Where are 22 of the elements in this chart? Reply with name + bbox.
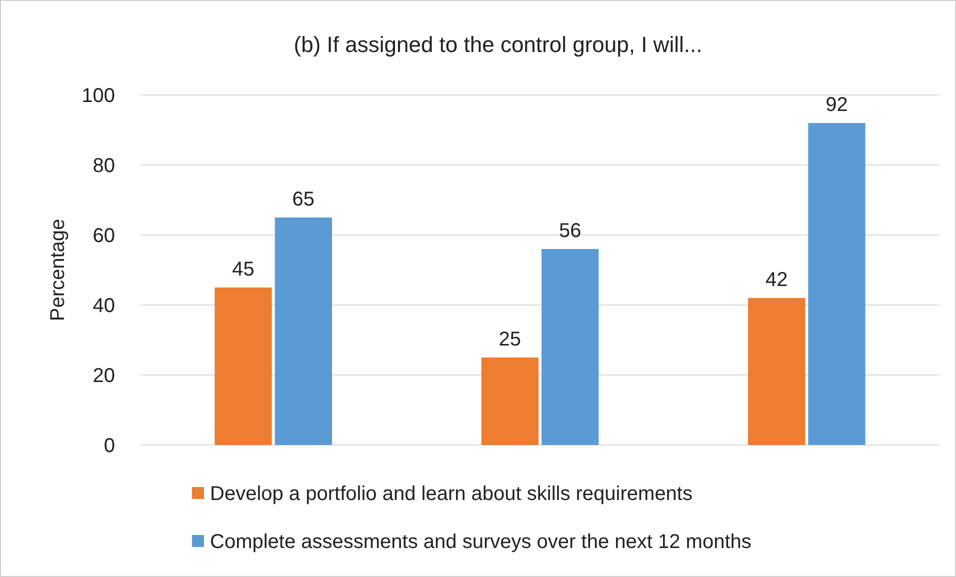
bar <box>542 249 599 445</box>
legend-label: Complete assessments and surveys over the next 12 months <box>210 531 752 553</box>
bar <box>214 288 272 445</box>
bar <box>748 298 806 445</box>
y-tick-label: 80 <box>92 155 115 177</box>
chart-title: (b) If assigned to the control group, I will... <box>294 32 702 57</box>
data-label: 25 <box>498 328 522 350</box>
y-tick-label: 0 <box>104 435 115 457</box>
data-label: 92 <box>826 94 848 116</box>
bar <box>808 123 866 445</box>
legend-label: Develop a portfolio and learn about skills requirements <box>210 483 692 505</box>
y-tick-label: 40 <box>92 295 115 317</box>
y-axis-title: Percentage <box>47 218 69 322</box>
data-label: 42 <box>765 269 788 291</box>
bar <box>274 218 332 445</box>
y-tick-label: 100 <box>82 85 115 107</box>
bar <box>481 358 538 445</box>
y-tick-label: 20 <box>92 365 115 387</box>
data-label: 56 <box>558 220 582 242</box>
data-label: 65 <box>292 188 315 210</box>
data-label: 45 <box>232 258 254 280</box>
y-tick-label: 60 <box>92 225 115 247</box>
